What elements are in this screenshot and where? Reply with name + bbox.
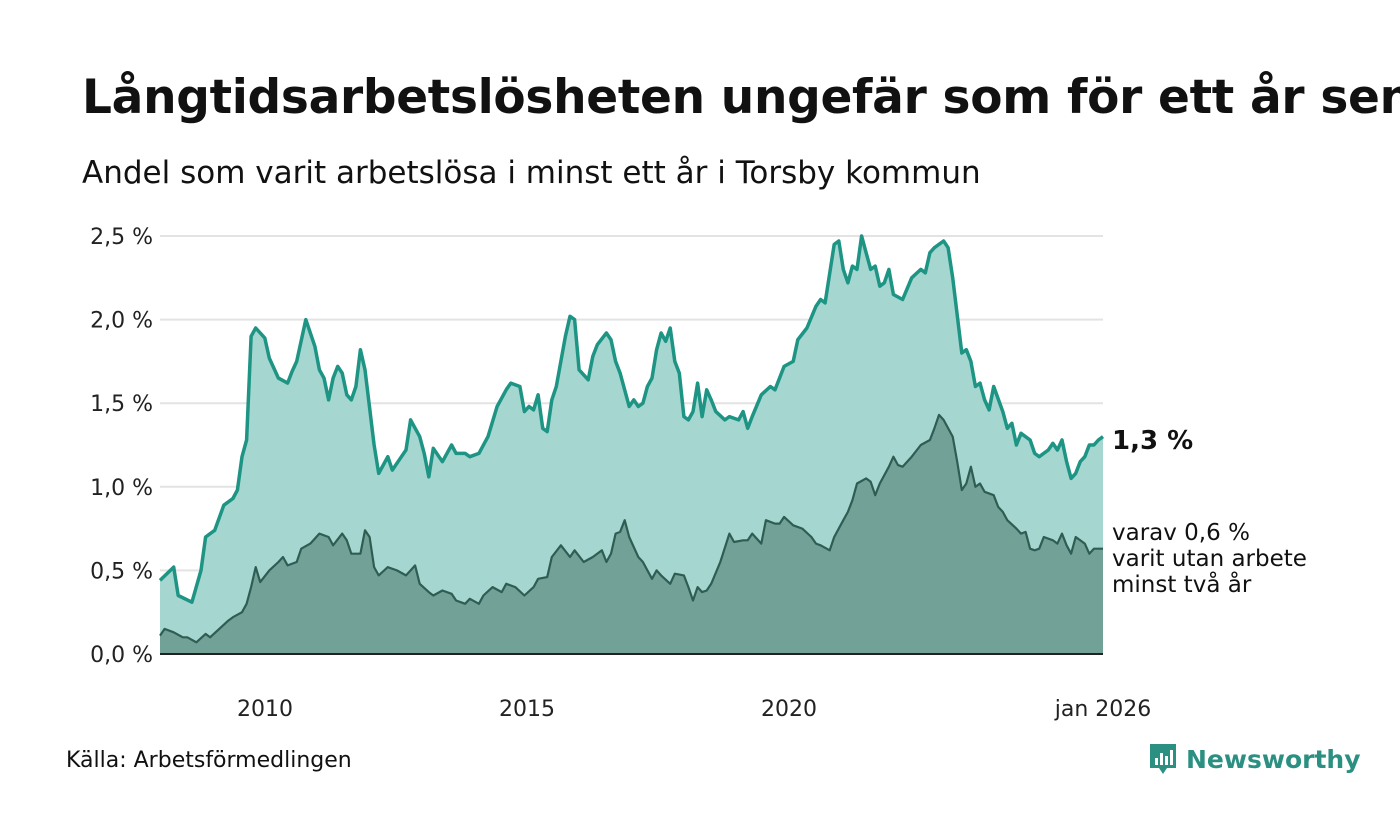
x-tick-label: jan 2026	[1054, 697, 1152, 722]
y-tick-label: 2,0 %	[90, 309, 153, 334]
x-tick-label: 2020	[761, 697, 817, 722]
newsworthy-chart-icon	[1150, 744, 1176, 774]
y-tick-label: 0,0 %	[90, 643, 153, 668]
chart-subtitle: Andel som varit arbetslösa i minst ett å…	[82, 155, 981, 191]
y-tick-label: 1,5 %	[90, 392, 153, 417]
series-line-long-term-unemployed	[158, 234, 1105, 604]
end-label-sub: minst två år	[1112, 570, 1252, 598]
y-tick-label: 1,0 %	[90, 476, 153, 501]
series-area-two-year-unemployed	[160, 414, 1103, 654]
x-tick-label: 2015	[499, 697, 555, 722]
chart-title: Långtidsarbetslösheten ungefär som för e…	[82, 70, 1400, 125]
end-label-sub: varav 0,6 %	[1112, 520, 1250, 546]
source-credit: Källa: Arbetsförmedlingen	[66, 748, 352, 773]
end-label-main: 1,3 %	[1112, 426, 1193, 456]
y-tick-label: 0,5 %	[90, 559, 153, 584]
end-label-sub: varit utan arbete	[1112, 546, 1307, 572]
brand-name: Newsworthy	[1186, 744, 1361, 774]
newsworthy-logo: Newsworthy	[1148, 742, 1361, 776]
series-line-two-year-unemployed	[159, 413, 1103, 644]
y-tick-label: 2,5 %	[90, 225, 153, 250]
x-tick-label: 2010	[237, 697, 293, 722]
